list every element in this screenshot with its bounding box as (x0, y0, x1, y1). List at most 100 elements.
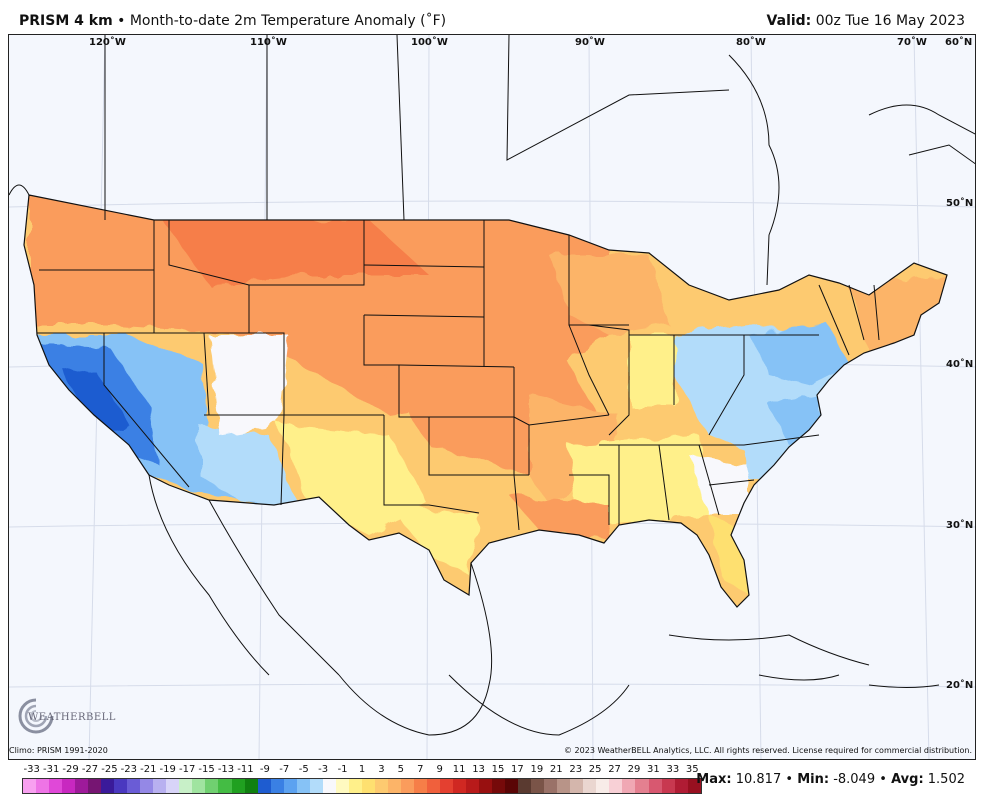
legend-swatch (596, 779, 610, 793)
lon-label-70w: 70˚W (897, 37, 927, 48)
legend-swatch (687, 779, 701, 793)
legend-swatch (544, 779, 558, 793)
legend-swatch (518, 779, 532, 793)
max-value: 10.817 (735, 772, 782, 787)
legend-swatch (583, 779, 597, 793)
legend-label: 3 (378, 764, 385, 775)
legend-label: -29 (62, 764, 79, 775)
legend-swatch (674, 779, 688, 793)
legend-label: -9 (259, 764, 270, 775)
legend-swatch (440, 779, 454, 793)
climo-note: Climo: PRISM 1991-2020 (9, 746, 108, 755)
lat-label-50n: 50˚N (946, 198, 974, 209)
legend-swatch (635, 779, 649, 793)
legend-swatch (557, 779, 571, 793)
legend-label: -5 (298, 764, 309, 775)
legend-swatch (387, 779, 401, 793)
legend-label: -17 (178, 764, 196, 775)
legend-label: 29 (627, 764, 641, 775)
legend-swatch (218, 779, 232, 793)
legend-swatch (36, 779, 50, 793)
lon-label-110w: 110˚W (250, 37, 287, 48)
state-borders (23, 194, 948, 608)
legend-swatch (23, 779, 37, 793)
anomaly-map: 120˚W 110˚W 100˚W 90˚W 80˚W 70˚W 60˚N 50… (8, 34, 976, 760)
legend-swatch (153, 779, 167, 793)
legend-swatch (531, 779, 545, 793)
legend-swatch (309, 779, 323, 793)
legend-label: -1 (337, 764, 348, 775)
copyright-note: © 2023 WeatherBELL Analytics, LLC. All r… (564, 746, 972, 755)
legend-label: -31 (42, 764, 60, 775)
legend-swatch (88, 779, 102, 793)
legend-swatch (127, 779, 141, 793)
legend-label: -15 (198, 764, 215, 775)
legend-swatch (466, 779, 480, 793)
legend-swatch (661, 779, 675, 793)
legend-label: -25 (101, 764, 118, 775)
lon-label-80w: 80˚W (736, 37, 766, 48)
avg-label: Avg: (891, 772, 924, 787)
legend-swatch (270, 779, 284, 793)
legend-swatch (453, 779, 467, 793)
legend-colorbar (22, 778, 702, 794)
stats-sep-1: • (785, 772, 794, 787)
min-value: -8.049 (833, 772, 876, 787)
valid-time: Valid: 00z Tue 16 May 2023 (767, 13, 965, 29)
legend-label: 7 (417, 764, 424, 775)
legend-label: -27 (81, 764, 99, 775)
legend-label: -7 (279, 764, 290, 775)
legend-swatch (49, 779, 63, 793)
legend-swatch (179, 779, 193, 793)
legend-swatch (413, 779, 427, 793)
legend-label: -33 (23, 764, 40, 775)
legend-swatch (101, 779, 115, 793)
legend-label: 25 (588, 764, 602, 775)
lon-label-90w: 90˚W (575, 37, 605, 48)
legend-label: -11 (237, 764, 254, 775)
map-canvas (9, 35, 975, 759)
legend-label: 21 (549, 764, 563, 775)
legend-swatch (140, 779, 154, 793)
legend-swatch (205, 779, 219, 793)
legend-swatch (296, 779, 310, 793)
title-text: Month-to-date 2m Temperature Anomaly (˚F… (129, 13, 447, 29)
stats-sep-2: • (879, 772, 887, 787)
valid-value: 00z Tue 16 May 2023 (815, 13, 965, 29)
lat-label-30n: 30˚N (946, 520, 974, 531)
legend-swatch (335, 779, 349, 793)
legend-label: 35 (685, 764, 699, 775)
legend-label: 11 (452, 764, 466, 775)
legend-label: -3 (318, 764, 329, 775)
legend-label: 15 (491, 764, 505, 775)
legend-label: 19 (530, 764, 544, 775)
product-name: PRISM 4 km (19, 13, 113, 29)
legend-swatch (166, 779, 180, 793)
legend-label: 23 (569, 764, 583, 775)
title-separator: • (117, 13, 126, 29)
legend-swatch (426, 779, 440, 793)
legend-swatch (257, 779, 271, 793)
legend-swatch (505, 779, 519, 793)
max-label: Max: (696, 772, 732, 787)
legend-label: 33 (666, 764, 680, 775)
stats-summary: Max: 10.817 • Min: -8.049 • Avg: 1.502 (696, 772, 965, 787)
lon-label-100w: 100˚W (411, 37, 448, 48)
legend-label: -19 (159, 764, 176, 775)
legend-label: -21 (140, 764, 157, 775)
legend-swatch (231, 779, 245, 793)
lat-label-20n: 20˚N (946, 680, 974, 691)
map-title: PRISM 4 km • Month-to-date 2m Temperatur… (19, 13, 446, 29)
legend-swatch (609, 779, 623, 793)
logo-text: WEATHERBELL (28, 712, 116, 723)
legend-label: 13 (472, 764, 485, 775)
legend-labels: -33 -31 -29 -27 -25 -23 -21 -19 -17 -15 -13 -11 -9 -7… (14, 764, 704, 776)
legend-swatch (322, 779, 336, 793)
legend-label: -23 (120, 764, 138, 775)
legend-swatch (283, 779, 297, 793)
legend-label: 1 (358, 764, 366, 775)
swirl-icon (18, 698, 54, 734)
legend-swatch (192, 779, 206, 793)
legend-swatch (75, 779, 89, 793)
min-label: Min: (797, 772, 830, 787)
